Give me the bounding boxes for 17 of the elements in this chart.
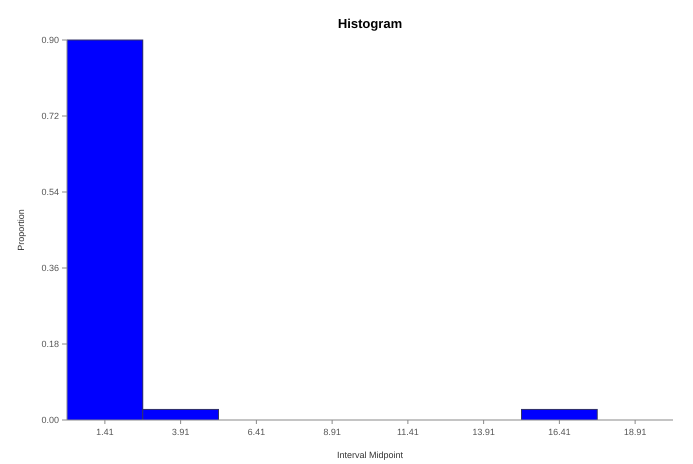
x-tick-label: 16.41	[548, 427, 571, 437]
y-tick-label: 0.00	[41, 415, 59, 426]
y-tick-label: 0.18	[41, 339, 59, 350]
x-tick-label: 3.91	[172, 427, 190, 437]
x-tick-label: 18.91	[624, 427, 646, 437]
chart-title: Histogram	[338, 16, 402, 31]
x-tick-label: 8.91	[323, 427, 341, 437]
y-tick-label: 0.54	[41, 187, 59, 198]
y-axis-title: Proportion	[16, 209, 26, 251]
y-tick-label: 0.36	[41, 263, 59, 274]
x-axis-title: Interval Midpoint	[336, 450, 404, 460]
y-tick-label: 0.72	[41, 111, 59, 122]
x-tick-label: 13.91	[472, 427, 495, 437]
x-tick-label: 1.41	[96, 427, 114, 437]
x-tick-label: 11.41	[396, 427, 419, 437]
y-tick-label: 0.90	[41, 35, 59, 46]
x-tick-label: 6.41	[248, 427, 266, 437]
